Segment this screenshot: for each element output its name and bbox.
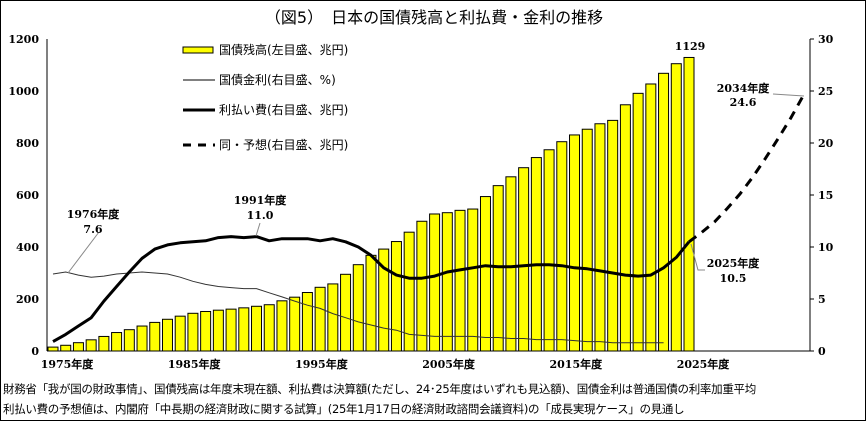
- annotation-1991-label: 1991年度: [234, 193, 288, 207]
- bar-debt-1992: [263, 304, 275, 352]
- annotation-leader-2034: [772, 93, 805, 97]
- bar-debt-1997: [327, 283, 339, 352]
- bar-debt-2003: [403, 231, 415, 352]
- bar-debt-1981: [123, 329, 135, 352]
- bar-debt-1993: [276, 300, 288, 352]
- bar-debt-2024: [670, 63, 682, 352]
- legend-label: 国債残高(左目盛、兆円): [219, 42, 348, 57]
- bar-debt-2000: [365, 254, 377, 352]
- bar-debt-1991: [251, 305, 263, 352]
- annotation-1976-label: 1976年度: [67, 207, 121, 221]
- bar-debt-1999: [352, 264, 364, 352]
- line-jgb-rate: [52, 271, 664, 344]
- bar-debt-1986: [187, 312, 199, 352]
- right-tick-label: 25: [818, 85, 833, 98]
- right-tick-label: 15: [818, 189, 833, 202]
- x-tick-label: 2025年度: [677, 357, 731, 371]
- bar-debt-1988: [212, 309, 224, 352]
- bar-debt-2010: [492, 185, 504, 352]
- annotation-2034-label: 2034年度: [717, 81, 771, 95]
- bar-debt-1996: [314, 286, 326, 352]
- bar-debt-1975: [47, 346, 59, 352]
- bar-debt-2021: [632, 92, 644, 352]
- bar-debt-1998: [340, 273, 352, 352]
- annotation-2034-value: 24.6: [730, 96, 757, 109]
- line-interest-cost: [52, 235, 691, 343]
- bar-debt-1976: [60, 344, 72, 352]
- x-tick-label: 1985年度: [168, 357, 222, 371]
- legend-label: 利払い費(右目盛、兆円): [219, 102, 348, 117]
- footnote-forecast: 利払い費の予想値は、内閣府「中長期の経済財政に関する試算」(25年1月17日の経…: [3, 402, 685, 416]
- bar-debt-1982: [136, 325, 148, 352]
- legend-label: 同・予想(右目盛、兆円): [219, 137, 348, 152]
- annotation-2025-label: 2025年度: [707, 256, 761, 270]
- bar-debt-1977: [72, 342, 84, 352]
- bar-debt-1995: [301, 292, 313, 352]
- annotation-leader-1976: [67, 231, 100, 274]
- x-tick-label: 2005年度: [422, 357, 476, 371]
- x-tick-label: 2015年度: [549, 357, 603, 371]
- bar-debt-1984: [161, 318, 173, 352]
- bar-debt-1983: [149, 321, 161, 352]
- bar-debt-1978: [85, 339, 97, 352]
- bar-debt-1987: [200, 310, 212, 352]
- right-tick-label: 0: [818, 345, 826, 358]
- annotation-leader-2025: [690, 243, 705, 271]
- bar-debt-2025: [683, 56, 695, 352]
- chart-plot: 0 200 400 600 800 1000 1200 0 5 10 15 20 25 30 1975年度 1…: [8, 33, 834, 371]
- bar-debt-2013: [530, 157, 542, 352]
- chart-title: （図5） 日本の国債残高と利払費・金利の推移: [264, 8, 604, 27]
- right-tick-label: 30: [818, 33, 834, 46]
- bar-debt-1985: [174, 315, 186, 352]
- bar-debt-2023: [658, 72, 670, 352]
- annotation-leader-1991: [255, 222, 261, 237]
- left-tick-label: 800: [16, 137, 39, 150]
- x-tick-label: 1995年度: [295, 357, 349, 371]
- bar-debt-2001: [378, 248, 390, 352]
- x-tick-label: 1975年度: [41, 357, 95, 371]
- bar-debt-1989: [225, 308, 237, 352]
- bar-debt-2020: [619, 104, 631, 352]
- right-tick-label: 5: [818, 293, 826, 306]
- bar-debt-2004: [416, 220, 428, 352]
- bar-debt-2002: [390, 241, 402, 352]
- bar-debt-1994: [289, 296, 301, 352]
- bar-debt-1979: [98, 335, 110, 352]
- bar-debt-2022: [645, 83, 657, 352]
- left-tick-label: 0: [31, 345, 39, 358]
- left-tick-label: 200: [16, 293, 39, 306]
- bar-debt-2005: [429, 213, 441, 352]
- left-tick-label: 1000: [8, 85, 39, 98]
- bar-debt-1990: [238, 307, 250, 352]
- bar-debt-2018: [594, 123, 606, 352]
- bar-debt-2016: [569, 134, 581, 352]
- left-tick-label: 1200: [8, 33, 39, 46]
- left-tick-label: 400: [16, 241, 39, 254]
- bar-debt-2007: [454, 209, 466, 352]
- bar-debt-2011: [505, 176, 517, 352]
- bar-debt-2012: [518, 167, 530, 352]
- annotation-1991-value: 11.0: [247, 209, 274, 222]
- right-tick-label: 20: [818, 137, 834, 150]
- annotation-2025-value: 10.5: [720, 272, 747, 285]
- bar-debt-2019: [607, 119, 619, 352]
- legend-swatch-debt: [182, 46, 214, 54]
- left-tick-label: 600: [16, 189, 39, 202]
- bar-debt-2017: [581, 128, 593, 352]
- footnote-source: 財務省「我が国の財政事情」、国債残高は年度末現在額、利払費は決算額(ただし、24…: [3, 382, 756, 396]
- bar-debt-2006: [441, 212, 453, 352]
- line-interest-forecast: [688, 94, 805, 244]
- annotation-1976-value: 7.6: [83, 223, 102, 236]
- right-tick-label: 10: [818, 241, 834, 254]
- legend-label: 国債金利(右目盛、%): [219, 72, 336, 87]
- bar-debt-2015: [556, 141, 568, 352]
- bar-debt-2008: [467, 208, 479, 352]
- annotation-debt-2025: 1129: [675, 40, 706, 53]
- bar-debt-2009: [479, 196, 491, 352]
- bar-debt-1980: [111, 332, 123, 352]
- bar-debt-2014: [543, 149, 555, 352]
